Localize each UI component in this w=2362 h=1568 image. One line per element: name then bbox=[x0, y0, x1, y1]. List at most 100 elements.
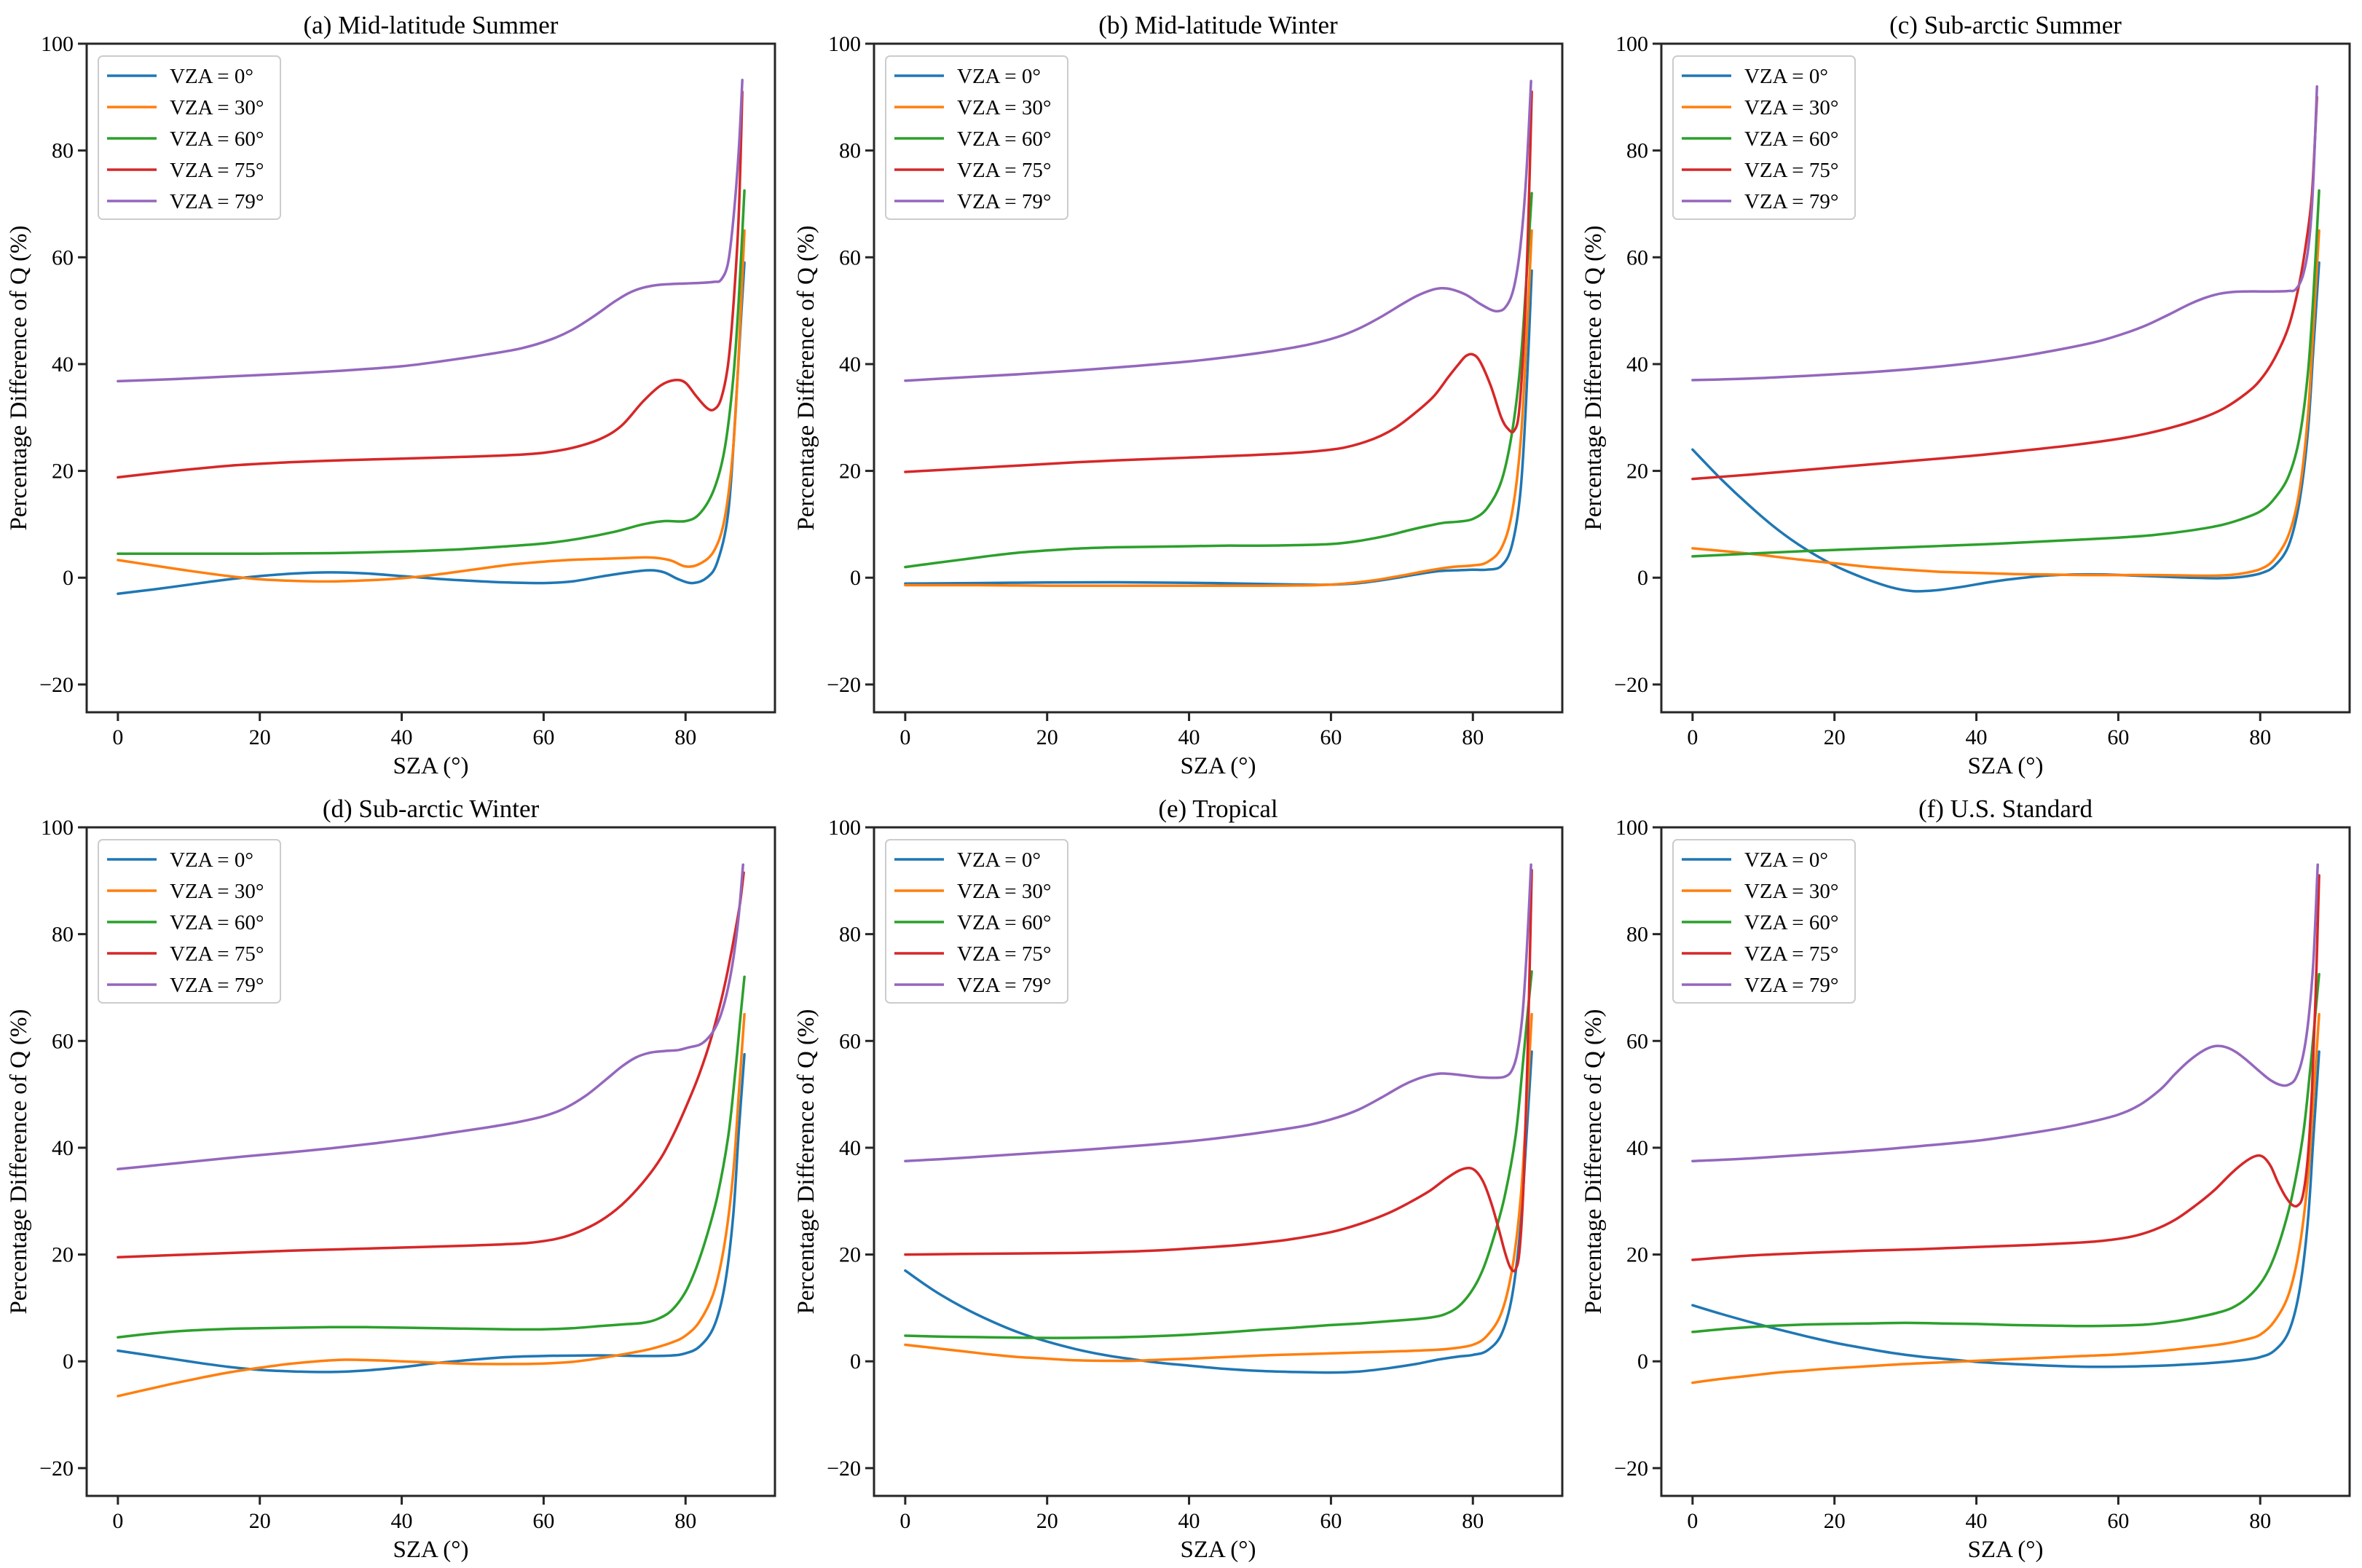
x-tick-label: 40 bbox=[1178, 725, 1200, 749]
series-line-vza-75 bbox=[904, 90, 1533, 473]
y-tick-label: 0 bbox=[1637, 1350, 1648, 1374]
chart-svg-e: (e) Tropical 0 20 40 60 80 −20 0 20 40 60 80 100 SZA … bbox=[793, 795, 1564, 1563]
chart-svg-c: (c) Sub-arctic Summer 0 20 40 60 80 −20 0 20 40 60… bbox=[1580, 11, 2351, 779]
legend-box bbox=[885, 839, 1068, 1004]
legend-label: VZA = 60° bbox=[1744, 911, 1838, 934]
y-tick-label: 40 bbox=[1626, 352, 1648, 377]
legend: VZA = 0° VZA = 30° VZA = 60° VZA = 75° VZA =… bbox=[1672, 55, 1856, 220]
y-tick-label: 60 bbox=[839, 245, 861, 269]
x-tick-label: 80 bbox=[2249, 725, 2271, 749]
series-line-vza-0 bbox=[117, 261, 746, 595]
y-tick-label: 60 bbox=[839, 1029, 861, 1053]
subplot-title: (a) Mid-latitude Summer bbox=[304, 11, 559, 39]
legend-label: VZA = 0° bbox=[957, 65, 1041, 88]
y-tick-label: 20 bbox=[52, 1243, 74, 1267]
chart-svg-b: (b) Mid-latitude Winter 0 20 40 60 80 −20 0 20 40… bbox=[793, 11, 1564, 779]
subplot-title: (e) Tropical bbox=[1158, 795, 1278, 823]
series-line-vza-30 bbox=[117, 1012, 746, 1398]
y-tick-label: 100 bbox=[828, 32, 861, 56]
legend-label: VZA = 60° bbox=[1744, 127, 1838, 151]
y-tick-label: −20 bbox=[39, 673, 74, 697]
y-tick-label: 40 bbox=[839, 352, 861, 377]
legend-label: VZA = 75° bbox=[170, 942, 264, 966]
x-tick-label: 60 bbox=[532, 725, 554, 749]
subplot-e: (e) Tropical 0 20 40 60 80 −20 0 20 40 60 80 100 SZA … bbox=[787, 784, 1575, 1567]
series-line-vza-30 bbox=[1691, 1012, 2320, 1384]
x-tick-label: 0 bbox=[1687, 725, 1698, 749]
x-tick-label: 20 bbox=[1036, 1509, 1058, 1533]
x-tick-label: 0 bbox=[899, 725, 910, 749]
y-tick-label: −20 bbox=[827, 1457, 861, 1481]
legend-box bbox=[98, 55, 281, 220]
subplot-title: (b) Mid-latitude Winter bbox=[1098, 11, 1338, 39]
series-line-vza-79 bbox=[117, 79, 744, 383]
y-tick-label: 100 bbox=[41, 32, 74, 56]
legend: VZA = 0° VZA = 30° VZA = 60° VZA = 75° VZA =… bbox=[98, 839, 281, 1004]
subplot-d: (d) Sub-arctic Winter 0 20 40 60 80 −20 0 20 40 60… bbox=[0, 784, 787, 1567]
series-line-vza-79 bbox=[904, 863, 1532, 1163]
legend-label: VZA = 75° bbox=[170, 159, 264, 182]
series-line-vza-75 bbox=[1691, 874, 2320, 1261]
y-axis-label: Percentage Difference of Q (%) bbox=[6, 226, 32, 531]
x-tick-label: 40 bbox=[1966, 725, 1988, 749]
y-tick-label: 0 bbox=[1637, 566, 1648, 590]
x-tick-label: 60 bbox=[532, 1509, 554, 1533]
plot-frame bbox=[873, 826, 1564, 1497]
y-tick-label: 20 bbox=[1626, 1243, 1648, 1267]
y-tick-label: 0 bbox=[63, 566, 74, 590]
x-axis-label: SZA (°) bbox=[393, 753, 469, 779]
series-line-vza-30 bbox=[1691, 229, 2320, 578]
x-axis-label: SZA (°) bbox=[1181, 753, 1256, 779]
series-line-vza-75 bbox=[117, 871, 745, 1258]
x-tick-label: 40 bbox=[1966, 1509, 1988, 1533]
y-axis-label: Percentage Difference of Q (%) bbox=[6, 1009, 32, 1315]
series-line-vza-0 bbox=[904, 1050, 1533, 1374]
legend-label: VZA = 60° bbox=[957, 127, 1051, 151]
plot-frame bbox=[85, 42, 776, 714]
y-tick-label: 100 bbox=[1615, 816, 1648, 840]
subplot-title: (c) Sub-arctic Summer bbox=[1889, 11, 2122, 39]
x-tick-label: 0 bbox=[899, 1509, 910, 1533]
legend-label: VZA = 75° bbox=[1744, 159, 1838, 182]
y-tick-label: 0 bbox=[63, 1350, 74, 1374]
series-line-vza-30 bbox=[904, 229, 1533, 587]
y-axis-label: Percentage Difference of Q (%) bbox=[793, 1009, 819, 1315]
legend-label: VZA = 30° bbox=[170, 96, 264, 119]
x-axis-label: SZA (°) bbox=[1968, 1537, 2044, 1563]
subplot-a: (a) Mid-latitude Summer 0 20 40 60 80 −20 0 20 40… bbox=[0, 0, 787, 784]
series-line-vza-60 bbox=[117, 975, 746, 1339]
x-tick-label: 0 bbox=[1687, 1509, 1698, 1533]
legend-label: VZA = 60° bbox=[170, 911, 264, 934]
legend-label: VZA = 79° bbox=[957, 974, 1051, 997]
y-tick-label: 20 bbox=[1626, 460, 1648, 484]
x-tick-label: 60 bbox=[1320, 1509, 1342, 1533]
y-tick-label: 100 bbox=[1615, 32, 1648, 56]
legend-label: VZA = 30° bbox=[1744, 96, 1838, 119]
x-tick-label: 0 bbox=[112, 725, 123, 749]
plot-frame bbox=[1660, 826, 2351, 1497]
y-axis-label: Percentage Difference of Q (%) bbox=[793, 226, 819, 531]
x-tick-label: 40 bbox=[391, 725, 413, 749]
y-tick-label: 40 bbox=[52, 352, 74, 377]
x-tick-label: 60 bbox=[2107, 1509, 2129, 1533]
subplot-f: (f) U.S. Standard 0 20 40 60 80 −20 0 20 40 60 80 10… bbox=[1575, 784, 2362, 1567]
x-tick-label: 80 bbox=[1462, 1509, 1484, 1533]
y-tick-label: 80 bbox=[52, 923, 74, 947]
legend: VZA = 0° VZA = 30° VZA = 60° VZA = 75° VZA =… bbox=[885, 839, 1068, 1004]
x-tick-label: 20 bbox=[1036, 725, 1058, 749]
series-line-vza-60 bbox=[117, 189, 746, 556]
series-line-vza-75 bbox=[904, 868, 1533, 1273]
y-tick-label: 20 bbox=[839, 1243, 861, 1267]
series-line-vza-60 bbox=[904, 970, 1533, 1339]
y-tick-label: 0 bbox=[850, 566, 861, 590]
legend-label: VZA = 60° bbox=[957, 911, 1051, 934]
y-tick-label: −20 bbox=[39, 1457, 74, 1481]
y-tick-label: 80 bbox=[1626, 139, 1648, 163]
y-axis-label: Percentage Difference of Q (%) bbox=[1580, 1009, 1607, 1315]
series-line-vza-60 bbox=[1691, 972, 2320, 1333]
y-tick-label: 20 bbox=[52, 460, 74, 484]
plot-frame bbox=[1660, 42, 2351, 714]
x-tick-label: 80 bbox=[2249, 1509, 2271, 1533]
legend-box bbox=[98, 839, 281, 1004]
y-tick-label: 60 bbox=[1626, 245, 1648, 269]
